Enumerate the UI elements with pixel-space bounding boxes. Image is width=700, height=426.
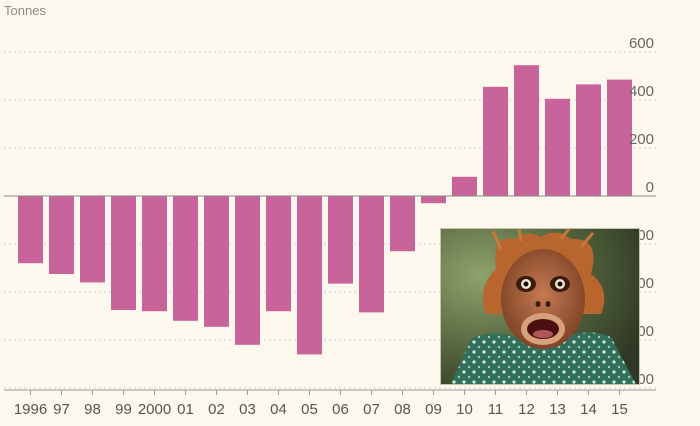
bar-13 xyxy=(545,98,570,196)
x-tick-label: 02 xyxy=(208,401,225,418)
bar-06 xyxy=(328,196,353,284)
y-tick-label: 200 xyxy=(629,131,654,148)
bar-01 xyxy=(173,196,198,321)
x-tick-label: 08 xyxy=(394,401,411,418)
x-tick-label: 11 xyxy=(488,401,504,418)
bar-99 xyxy=(111,196,136,310)
x-tick-label: 15 xyxy=(611,401,628,418)
bar-1996 xyxy=(18,196,43,264)
y-axis-label: Tonnes xyxy=(4,3,46,18)
bar-03 xyxy=(235,196,260,345)
x-tick-label: 13 xyxy=(549,401,566,418)
bar-2000 xyxy=(142,196,167,312)
bar-14 xyxy=(576,84,601,196)
bar-11 xyxy=(483,86,508,196)
x-tick-label: 05 xyxy=(301,401,318,418)
y-tick-label: 600 xyxy=(629,35,654,52)
bar-97 xyxy=(49,196,74,274)
bar-08 xyxy=(390,196,415,252)
y-tick-label: 0 xyxy=(646,179,654,196)
x-tick-label: 04 xyxy=(270,401,287,418)
bar-07 xyxy=(359,196,384,313)
bar-12 xyxy=(514,65,539,196)
axis-layer: 6004002000-200-400-600-80019969798992000… xyxy=(4,35,656,418)
x-tick-label: 97 xyxy=(53,401,70,418)
bar-10 xyxy=(452,176,477,196)
x-tick-label: 2000 xyxy=(138,401,171,418)
x-tick-label: 1996 xyxy=(14,401,47,418)
bar-layer xyxy=(18,65,632,355)
bar-15 xyxy=(607,79,632,196)
x-tick-label: 06 xyxy=(332,401,349,418)
x-tick-label: 07 xyxy=(363,401,380,418)
bar-09 xyxy=(421,196,446,204)
bar-02 xyxy=(204,196,229,327)
bar-98 xyxy=(80,196,105,283)
x-tick-label: 01 xyxy=(177,401,194,418)
orangutan-photo xyxy=(440,228,640,385)
bar-05 xyxy=(297,196,322,355)
x-tick-label: 98 xyxy=(84,401,101,418)
x-tick-label: 10 xyxy=(456,401,473,418)
y-tick-label: 400 xyxy=(629,83,654,100)
x-tick-label: 14 xyxy=(580,401,597,418)
x-tick-label: 09 xyxy=(425,401,442,418)
bar-04 xyxy=(266,196,291,312)
x-tick-label: 99 xyxy=(115,401,132,418)
x-tick-label: 03 xyxy=(239,401,256,418)
x-tick-label: 12 xyxy=(518,401,535,418)
